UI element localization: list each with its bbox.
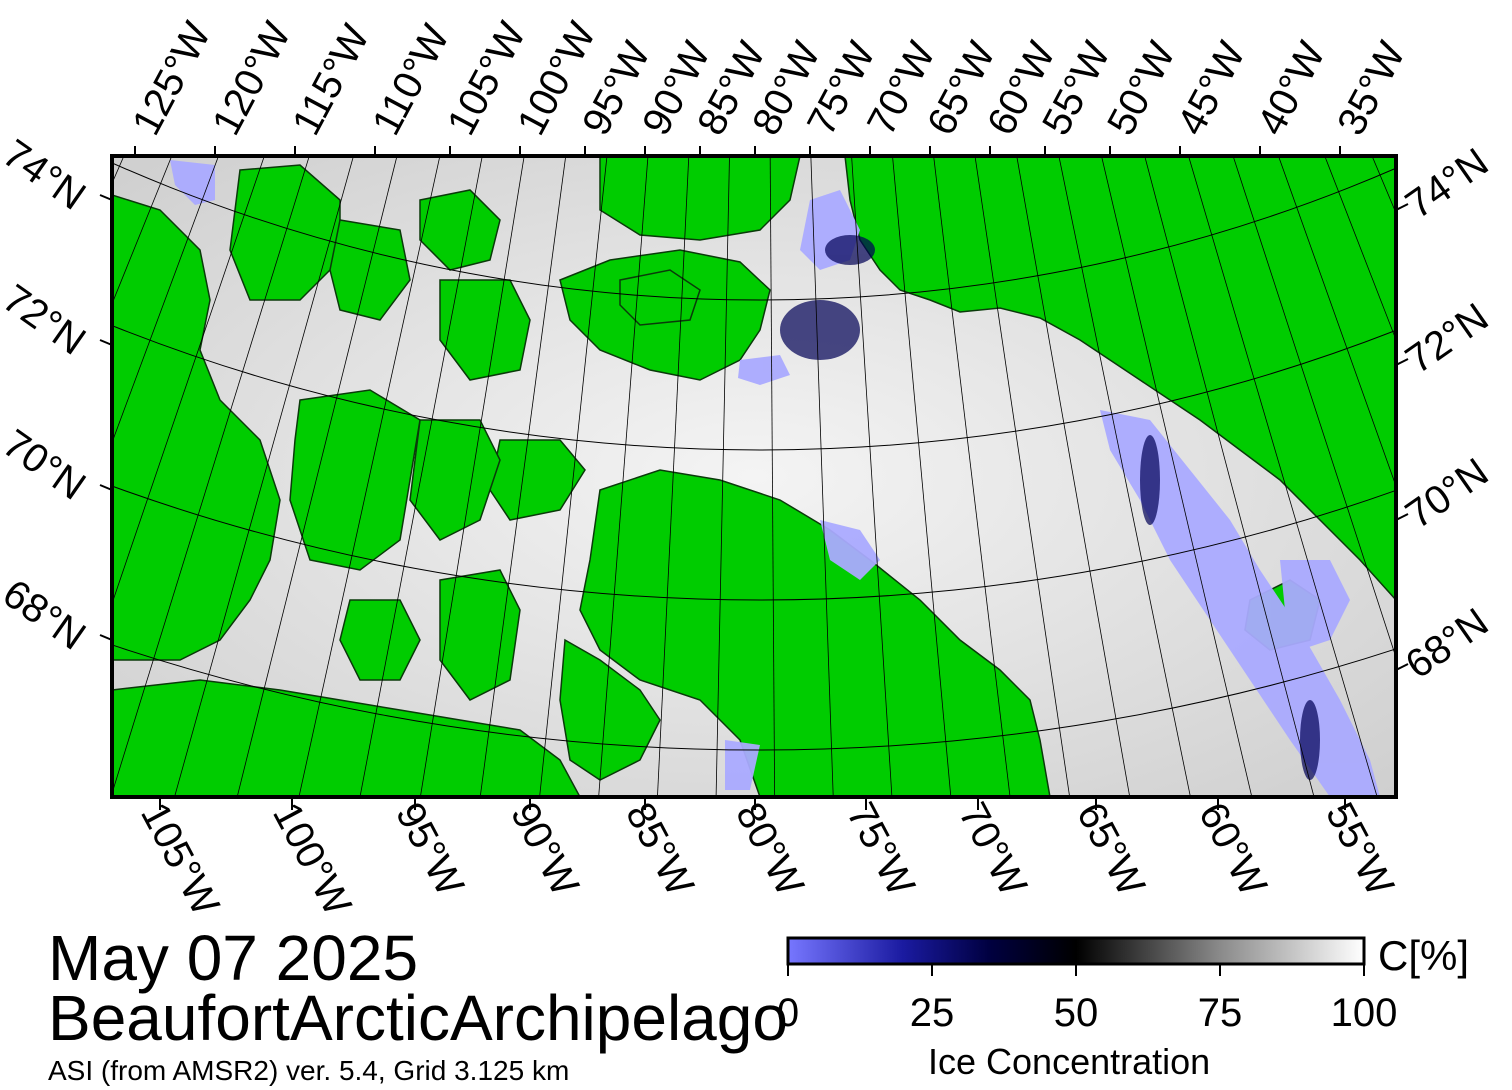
top-lon-label: 40°W [1249,35,1334,143]
data-source: ASI (from AMSR2) ver. 5.4, Grid 3.125 km [48,1055,570,1086]
bathurst-island [419,189,501,271]
baffin-island [579,469,1051,797]
right-lat-label: 72°N [1398,295,1496,382]
hudson-strait-water [725,740,760,790]
left-lat-label: 70°N [0,421,93,508]
boothia-peninsula [439,569,521,701]
colorbar-unit: C[%] [1378,932,1470,979]
map-area [112,156,1396,797]
ice-edge-streaks [780,235,1320,780]
king-william-island [339,599,421,681]
bylot-island [619,269,701,326]
top-lon-label: 45°W [1169,35,1254,143]
bottom-lon-label: 100°W [264,796,360,923]
greenland-landmass [844,156,1396,602]
bottom-lon-label: 80°W [727,796,812,904]
melville-peninsula [559,638,661,781]
bottom-lon-label: 70°W [950,796,1035,904]
bottom-lon-label: 55°W [1317,796,1402,904]
right-lat-label: 74°N [1398,140,1496,227]
left-lat-label: 74°N [0,131,93,218]
top-lon-label: 35°W [1329,35,1414,143]
bottom-lon-label: 95°W [387,796,472,904]
colorbar-tick-label: 75 [1197,991,1243,1035]
bottom-lon-label: 75°W [838,796,923,904]
map-region: BeaufortArcticArchipelago [48,982,788,1054]
colorbar-gradient [786,936,1366,966]
victoria-island [289,389,421,571]
amundsen-gulf-water [170,160,215,205]
graticule [112,156,1396,797]
ellesmere-island [599,156,801,241]
colorbar-tick-label: 25 [909,991,955,1035]
disko-bay-water [1280,560,1350,650]
left-lat-label: 68°N [0,571,93,658]
colorbar [786,936,1366,976]
bottom-lon-label: 105°W [132,796,228,923]
mainland-west [112,194,281,661]
bottom-lon-label: 90°W [502,796,587,904]
top-lon-label: 50°W [1099,35,1184,143]
bottom-lon-label: 85°W [617,796,702,904]
right-lat-label: 68°N [1398,600,1496,687]
colorbar-title: Ice Concentration [928,1041,1211,1082]
colorbar-tick-label: 100 [1330,991,1398,1035]
lancaster-water [738,355,790,385]
axis-ticks [99,146,1409,810]
map-date: May 07 2025 [48,922,419,994]
banks-island [229,164,341,301]
left-lat-label: 72°N [0,276,93,363]
bottom-lon-label: 60°W [1190,796,1275,904]
prince-of-wales-island [409,419,501,541]
right-lat-label: 70°N [1398,450,1496,537]
bottom-lon-label: 65°W [1068,796,1153,904]
colorbar-tick-label: 0 [776,991,800,1035]
baffin-coast-water [820,520,880,580]
colorbar-tick-label: 50 [1053,991,1099,1035]
melville-island [329,219,411,321]
